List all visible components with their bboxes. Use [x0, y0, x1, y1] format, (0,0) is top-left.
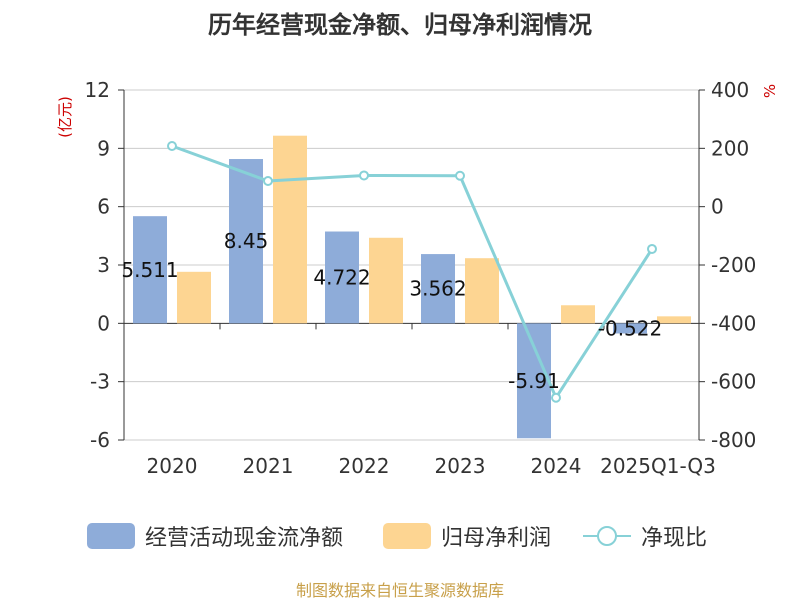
data-label-2024: -5.91 [508, 369, 560, 393]
bar-net-profit-2024[interactable] [561, 305, 595, 324]
bar-net-profit-2022[interactable] [369, 237, 403, 324]
ratio-point-2023[interactable] [455, 170, 465, 181]
ratio-point-2021[interactable] [263, 176, 273, 186]
bar-net-profit-2021[interactable] [273, 135, 307, 324]
data-labels: 5.511 8.45 4.722 3.562 -5.91 -0.522 [121, 229, 662, 393]
x-tick-label-2022: 2022 [339, 454, 390, 478]
left-tick-label: 12 [85, 78, 110, 102]
left-tick-label: -6 [90, 428, 110, 452]
ratio-point-2025Q1-Q3[interactable] [647, 243, 657, 254]
left-tick-label: 3 [97, 253, 110, 277]
right-tick-label: -800 [711, 428, 756, 452]
legend-item-cashflow[interactable]: 经营活动现金流净额 [87, 516, 343, 556]
x-tick-label-2025Q1-Q3: 2025Q1-Q3 [600, 454, 716, 478]
left-axis-unit: (亿元) [56, 96, 74, 138]
left-tick-label: 0 [97, 311, 110, 335]
legend-label-net-profit: 归母净利润 [441, 526, 552, 551]
bar-cashflow-2025Q1-Q3[interactable] [613, 323, 647, 334]
bar-cashflow-2023[interactable] [421, 254, 455, 324]
x-tick-label-2021: 2021 [243, 454, 294, 478]
ratio-line-path [171, 144, 654, 401]
ratio-point-2020[interactable] [167, 141, 177, 151]
bar-net-profit-2023[interactable] [465, 258, 499, 324]
source-note: 制图数据来自恒生聚源数据库 [295, 581, 504, 600]
x-tick-label-2024: 2024 [531, 454, 582, 478]
ratio-line [167, 141, 657, 403]
data-label-2023: 3.562 [409, 277, 466, 301]
gridlines [124, 89, 699, 441]
left-tick-label: 6 [97, 195, 110, 219]
bar-cashflow-2020[interactable] [133, 216, 167, 324]
right-axis-unit: % [761, 84, 779, 98]
chart-title: 历年经营现金净额、归母净利润情况 [208, 11, 592, 39]
legend-line-marker-icon [583, 526, 631, 546]
legend-swatch-net-profit [383, 523, 431, 549]
legend-item-ratio[interactable]: 净现比 [583, 516, 707, 556]
right-tick-label: -400 [711, 311, 756, 335]
x-tick-label-2023: 2023 [435, 454, 486, 478]
legend-label-cashflow: 经营活动现金流净额 [145, 526, 344, 551]
left-tick-label: -3 [90, 370, 110, 394]
bar-cashflow-2024[interactable] [517, 323, 551, 439]
legend-label-ratio: 净现比 [641, 526, 708, 551]
legend-item-net-profit[interactable]: 归母净利润 [383, 516, 551, 556]
right-tick-label: -200 [711, 253, 756, 277]
right-tick-label: 0 [711, 195, 724, 219]
right-tick-label: 400 [711, 78, 749, 102]
ratio-point-2022[interactable] [359, 170, 369, 181]
data-label-2020: 5.511 [121, 258, 178, 282]
left-tick-label: 9 [97, 136, 110, 160]
legend-swatch-cashflow [87, 523, 135, 549]
bar-cashflow-2021[interactable] [229, 159, 263, 324]
bar-cashflow-2022[interactable] [325, 231, 359, 324]
bars [133, 135, 691, 439]
x-axis-ticks: 2020 2021 2022 2023 2024 2025Q1-Q3 [147, 454, 716, 478]
legend: 经营活动现金流净额 归母净利润 净现比 [0, 516, 800, 556]
ratio-point-2024[interactable] [551, 392, 561, 403]
data-label-2025Q1-Q3: -0.522 [598, 316, 662, 340]
data-label-2021: 8.45 [224, 229, 269, 253]
axes: (亿元) % 12 9 6 3 0 -3 -6 400 200 0 -200 -400 -600 -800 [56, 78, 779, 452]
x-tick-label-2020: 2020 [147, 454, 198, 478]
bar-net-profit-2025Q1-Q3[interactable] [657, 316, 691, 324]
right-tick-label: -600 [711, 370, 756, 394]
right-tick-label: 200 [711, 136, 749, 160]
data-label-2022: 4.722 [313, 265, 370, 289]
bar-net-profit-2020[interactable] [177, 271, 211, 324]
